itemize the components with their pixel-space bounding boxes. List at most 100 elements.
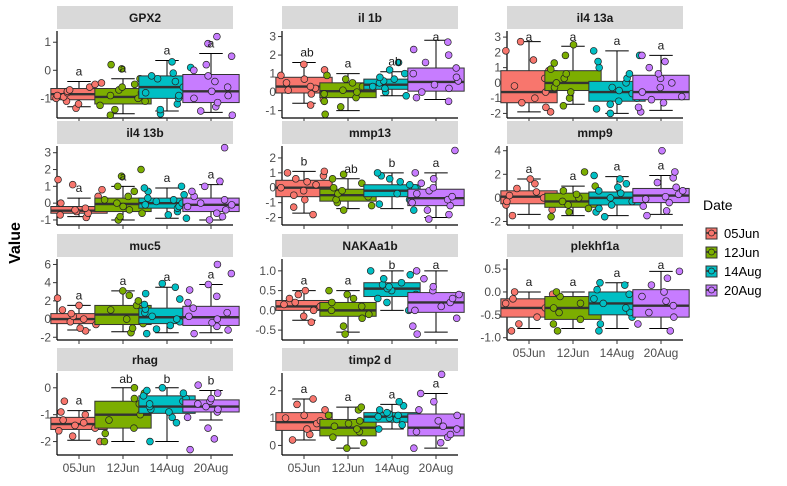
- box-05Jun: a: [50, 175, 108, 222]
- y-tick-label: 1: [269, 67, 276, 81]
- data-point: [106, 111, 115, 119]
- legend-label: 14Aug: [724, 264, 762, 279]
- data-point: [353, 425, 361, 433]
- data-point: [559, 187, 568, 195]
- data-point: [576, 315, 585, 324]
- data-point: [344, 419, 353, 428]
- box-12Jun: a: [319, 57, 377, 119]
- data-point: [531, 179, 539, 188]
- data-point: [183, 413, 192, 422]
- data-point: [412, 93, 421, 102]
- data-point: [321, 406, 329, 414]
- data-point: [436, 438, 445, 447]
- data-point: [381, 84, 389, 93]
- data-point: [141, 201, 150, 209]
- data-point: [662, 297, 670, 305]
- data-point: [54, 175, 62, 184]
- data-point: [420, 275, 428, 283]
- data-point: [662, 207, 671, 215]
- panel-title: il4 13a: [577, 11, 614, 25]
- significance-label: a: [208, 267, 215, 281]
- data-point: [325, 286, 333, 295]
- data-point: [614, 97, 623, 105]
- data-point: [294, 290, 303, 299]
- y-tick-label: 0: [494, 76, 501, 90]
- data-point: [280, 300, 288, 309]
- y-tick-label: 4: [44, 276, 51, 290]
- data-point: [224, 91, 232, 100]
- significance-label: a: [526, 162, 533, 176]
- data-point: [452, 73, 461, 82]
- data-point: [186, 445, 194, 454]
- y-tick-label: -0.5: [255, 323, 276, 337]
- data-point: [615, 86, 623, 95]
- data-point: [76, 324, 84, 332]
- data-point: [158, 279, 167, 288]
- data-point: [599, 299, 608, 308]
- data-point: [437, 370, 446, 379]
- data-point: [320, 97, 329, 106]
- data-point: [639, 202, 648, 210]
- data-point: [327, 306, 336, 315]
- data-point: [374, 294, 382, 303]
- data-point: [590, 171, 598, 180]
- data-point: [671, 168, 679, 176]
- data-point: [508, 211, 517, 220]
- y-tick-label: 0: [44, 63, 51, 77]
- legend-item-14Aug: 14Aug: [704, 264, 762, 279]
- data-point: [60, 397, 69, 405]
- data-point: [277, 71, 285, 80]
- data-point: [452, 314, 461, 323]
- data-point: [555, 308, 563, 317]
- data-point: [569, 40, 578, 49]
- data-point: [119, 202, 127, 211]
- data-point: [566, 88, 575, 96]
- data-point: [607, 201, 616, 209]
- data-point: [596, 320, 605, 328]
- data-point: [338, 186, 346, 195]
- box-20Aug: a: [632, 258, 690, 335]
- box-20Aug: a: [632, 38, 690, 116]
- significance-label: a: [345, 390, 352, 404]
- box-12Jun: a: [94, 274, 152, 337]
- data-point: [409, 69, 418, 78]
- data-point: [202, 402, 210, 411]
- data-point: [383, 298, 391, 307]
- data-point: [168, 413, 176, 422]
- y-tick-label: 0: [494, 191, 501, 205]
- data-point: [100, 437, 109, 446]
- data-point: [385, 66, 394, 74]
- data-point: [385, 175, 394, 183]
- data-point: [320, 167, 329, 176]
- data-point: [397, 278, 406, 287]
- data-point: [204, 280, 213, 289]
- data-point: [196, 107, 205, 115]
- data-point: [176, 295, 184, 303]
- data-point: [542, 103, 550, 112]
- data-point: [134, 297, 143, 305]
- box-20Aug: a: [407, 30, 465, 106]
- data-point: [357, 403, 366, 411]
- data-point: [179, 389, 188, 397]
- significance-label: a: [433, 156, 440, 170]
- data-point: [453, 425, 461, 433]
- legend-label: 05Jun: [724, 226, 759, 241]
- legend-point: [708, 286, 715, 294]
- legend-label: 12Jun: [724, 245, 759, 260]
- y-tick-label: 3: [494, 30, 501, 44]
- significance-label: ab: [300, 45, 314, 59]
- data-point: [207, 394, 215, 403]
- y-tick-label: -1: [265, 196, 276, 210]
- data-point: [171, 283, 180, 291]
- data-point: [300, 60, 308, 69]
- data-point: [130, 424, 138, 432]
- data-point: [654, 69, 663, 78]
- box-05Jun: a: [50, 288, 108, 335]
- box-14Aug: a: [588, 34, 646, 118]
- data-point: [185, 286, 194, 294]
- data-point: [339, 170, 348, 179]
- legend-title: Date: [703, 197, 733, 213]
- panel-strip: [57, 121, 233, 144]
- data-point: [125, 291, 134, 300]
- box-05Jun: a: [50, 65, 108, 112]
